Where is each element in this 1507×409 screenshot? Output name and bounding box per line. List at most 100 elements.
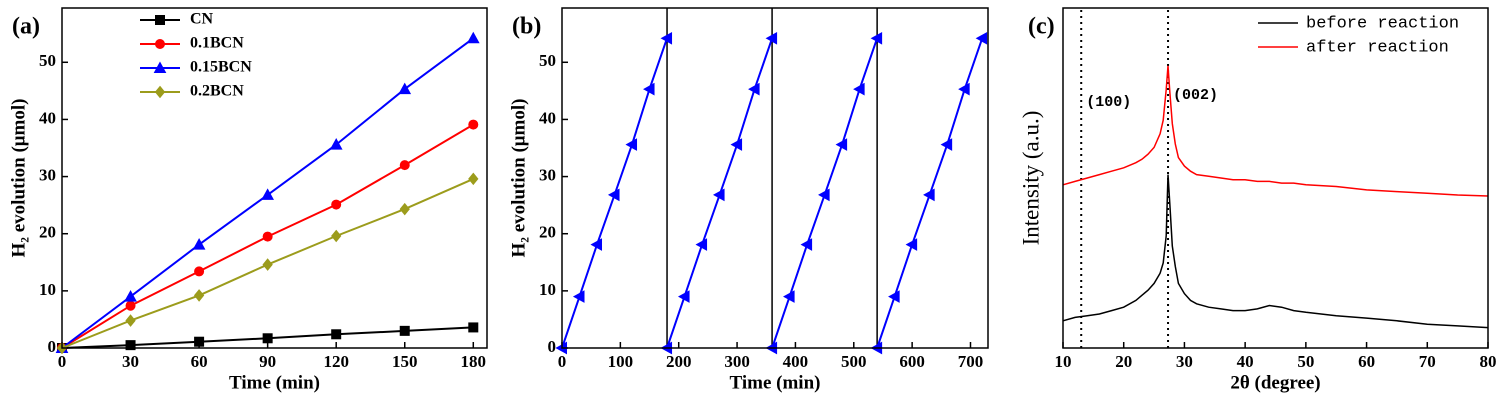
marker <box>468 322 479 333</box>
marker <box>125 340 136 351</box>
x-tick-label: 50 <box>1297 352 1314 371</box>
marker <box>399 202 410 216</box>
panel-label: (c) <box>1028 14 1055 40</box>
y-tick-label: 10 <box>539 280 556 299</box>
marker <box>261 188 274 200</box>
marker <box>329 138 343 150</box>
x-tick-label: 180 <box>461 352 487 371</box>
marker <box>331 199 342 210</box>
marker <box>468 172 479 186</box>
x-tick-label: 80 <box>1480 352 1497 371</box>
panel: 0 30 60 90 120 150 180 0 10 20 30 40 50 Time (min) H₂ … <box>8 7 488 393</box>
marker <box>590 238 603 251</box>
x-tick-label: 600 <box>899 352 925 371</box>
marker <box>398 82 412 95</box>
x-tick-label: 500 <box>841 352 867 371</box>
marker <box>572 290 585 303</box>
axes-frame <box>61 7 488 349</box>
legend-label: 0.2BCN <box>190 83 244 100</box>
x-tick-label: 40 <box>1237 352 1254 371</box>
marker <box>468 119 479 130</box>
x-tick-label: 30 <box>1176 352 1193 371</box>
marker <box>730 138 743 151</box>
y-tick-label: 20 <box>39 223 56 242</box>
x-axis-label: Time (min) <box>229 372 320 393</box>
marker <box>642 82 655 96</box>
marker <box>870 31 883 45</box>
legend-label: 0.1BCN <box>190 35 244 52</box>
y-axis-label: Intensity (a.u.) <box>1018 111 1043 246</box>
marker <box>194 266 205 277</box>
marker <box>660 31 673 45</box>
marker <box>853 82 865 96</box>
legend-marker <box>155 39 165 49</box>
x-tick-label: 10 <box>1055 352 1072 371</box>
panel: 0 100 200 300 400 500 600 700 0 10 20 30 40 50 Time (m… <box>508 7 989 393</box>
marker <box>125 314 136 327</box>
marker <box>466 31 480 44</box>
marker <box>975 31 988 45</box>
marker <box>783 290 795 303</box>
axes-frame <box>561 7 989 349</box>
legend-marker <box>153 61 167 73</box>
y-axis-label: H₂ evolution (μmol) <box>508 99 529 258</box>
x-tick-label: 700 <box>958 352 984 371</box>
x-tick-label: 60 <box>1358 352 1375 371</box>
marker <box>625 138 638 151</box>
y-tick-label: 30 <box>539 165 556 184</box>
marker <box>331 329 342 340</box>
marker <box>818 188 830 202</box>
y-tick-label: 30 <box>39 165 56 184</box>
legend-marker <box>155 15 165 25</box>
x-tick-label: 0 <box>58 352 67 371</box>
y-tick-label: 50 <box>539 51 556 70</box>
marker <box>695 238 708 251</box>
marker <box>193 289 205 302</box>
y-tick-label: 0 <box>48 337 57 356</box>
x-axis-label: Time (min) <box>730 372 821 393</box>
marker <box>678 290 690 303</box>
marker <box>713 188 725 202</box>
marker <box>958 82 970 96</box>
marker <box>748 82 760 96</box>
x-tick-label: 30 <box>122 352 139 371</box>
marker <box>765 31 778 45</box>
marker <box>124 290 137 302</box>
legend-label: before reaction <box>1306 14 1459 33</box>
y-tick-label: 40 <box>39 108 56 127</box>
x-tick-label: 400 <box>783 352 809 371</box>
axes-frame <box>1062 7 1489 349</box>
x-tick-label: 100 <box>608 352 634 371</box>
marker <box>835 138 848 151</box>
legend-label: CN <box>190 11 214 28</box>
marker <box>262 231 273 242</box>
reference-label: (002) <box>1173 87 1218 104</box>
marker <box>923 188 935 202</box>
x-tick-label: 120 <box>323 352 349 371</box>
marker <box>192 238 206 250</box>
panel-label: (b) <box>512 14 541 40</box>
x-tick-label: 150 <box>392 352 418 371</box>
y-tick-label: 0 <box>548 337 557 356</box>
marker <box>125 300 136 311</box>
x-tick-label: 60 <box>191 352 208 371</box>
series-line <box>1062 65 1489 197</box>
marker <box>800 238 813 251</box>
x-tick-label: 20 <box>1115 352 1132 371</box>
panel: 10 20 30 40 50 60 70 80 (100) (002) 2θ (degree) Int… <box>1018 7 1497 393</box>
x-axis-label: 2θ (degree) <box>1230 372 1320 393</box>
marker <box>888 290 900 303</box>
x-tick-label: 90 <box>259 352 276 371</box>
x-tick-label: 300 <box>724 352 750 371</box>
x-tick-label: 70 <box>1419 352 1436 371</box>
panel-label: (a) <box>12 14 40 40</box>
marker <box>262 258 273 271</box>
x-tick-label: 0 <box>558 352 567 371</box>
marker <box>194 336 205 347</box>
y-axis-label: H₂ evolution (μmol) <box>8 99 29 258</box>
marker <box>331 229 342 243</box>
y-tick-label: 50 <box>39 51 56 70</box>
marker <box>262 333 273 344</box>
marker <box>940 138 953 151</box>
